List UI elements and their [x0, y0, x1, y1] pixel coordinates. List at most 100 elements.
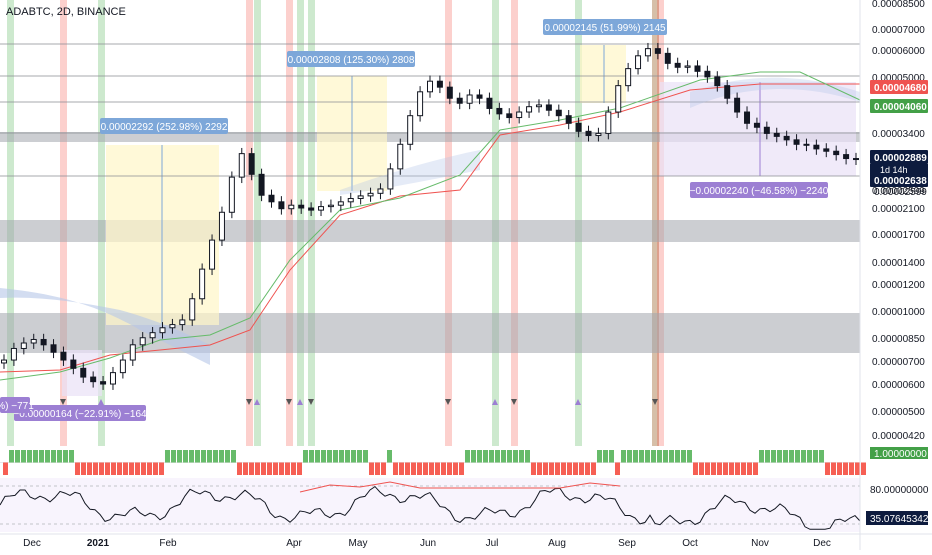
histogram-bar-up	[663, 450, 668, 463]
time-tick-label: Dec	[23, 538, 41, 549]
cloud-early	[0, 288, 210, 365]
price-tag-bg	[870, 80, 928, 94]
histogram-bar-up	[9, 450, 14, 463]
time-tick-label: Jul	[486, 538, 499, 549]
time-tick-label: Oct	[682, 538, 698, 549]
histogram-bar-up	[39, 450, 44, 463]
price-tick-label: 0.00000420	[872, 431, 925, 442]
histogram-bar-up	[357, 450, 362, 463]
histogram-bar-down	[741, 462, 746, 475]
histogram-bar-down	[405, 462, 410, 475]
candle-body	[585, 130, 592, 137]
candle-body	[526, 106, 533, 113]
candle-body	[258, 173, 265, 196]
histogram-bar-down	[747, 462, 752, 475]
candle-body	[347, 197, 354, 203]
price-tag-label: 0.00004060	[874, 102, 927, 113]
histogram-bar-down	[147, 462, 152, 475]
histogram-bar-up	[207, 450, 212, 463]
candle-body	[209, 239, 216, 270]
candle-body	[60, 351, 67, 361]
osc-bg	[0, 478, 860, 532]
candle-body	[50, 344, 57, 353]
measure-label-text: −0.00000164 (−22.91%) −164	[13, 409, 147, 420]
price-tick-label: 0.00001700	[872, 230, 925, 241]
candle-body	[843, 154, 850, 160]
histogram-bar-up	[627, 450, 632, 463]
histogram-bar-down	[753, 462, 758, 475]
histogram-bar-up	[27, 450, 32, 463]
histogram-bar-down	[693, 462, 698, 475]
candle-body	[268, 194, 275, 203]
histogram-bar-up	[813, 450, 818, 463]
histogram-bar-up	[333, 450, 338, 463]
candle-body	[80, 367, 87, 378]
osc-red-line	[299, 481, 621, 493]
candle-body	[179, 319, 186, 326]
histogram-bar-down	[105, 462, 110, 475]
candle-body	[783, 135, 790, 141]
histogram-bar-up	[651, 450, 656, 463]
candle-body	[545, 104, 552, 111]
histogram-bar-up	[171, 450, 176, 463]
histogram-bar-up	[483, 450, 488, 463]
candle-body	[456, 97, 463, 104]
candle-body	[853, 158, 859, 161]
osc-tick-label: 80.00000000	[870, 485, 929, 496]
histogram-bar-down	[249, 462, 254, 475]
candle-body	[476, 94, 483, 99]
histogram-bar-down	[567, 462, 572, 475]
histogram-bar-up	[387, 450, 392, 463]
signal-marker-up	[492, 399, 498, 405]
histogram-bar-up	[645, 450, 650, 463]
candle-body	[724, 85, 731, 99]
candle-body	[635, 55, 642, 70]
histogram-bar-down	[429, 462, 434, 475]
histogram-bar-down	[537, 462, 542, 475]
osc-line	[0, 485, 861, 530]
histogram-bar-up	[801, 450, 806, 463]
candle-body	[288, 204, 295, 210]
histogram-bar-up	[525, 450, 530, 463]
histogram-bar-down	[861, 462, 866, 475]
candle-body	[694, 65, 701, 72]
histogram-bar-down	[291, 462, 296, 475]
measure-label-bg	[690, 182, 828, 198]
candle-body	[753, 122, 760, 128]
candle-body	[40, 338, 47, 346]
histogram-bar-up	[315, 450, 320, 463]
histogram-bar-up	[177, 450, 182, 463]
countdown-bg	[870, 164, 928, 176]
histogram-bar-up	[231, 450, 236, 463]
measure-label-bg	[14, 405, 146, 421]
time-axis: Dec 2021 Feb Apr May Jun Jul Aug Sep Oct Nov Dec	[0, 533, 932, 549]
histogram-bar-down	[93, 462, 98, 475]
histogram-bar-up	[681, 450, 686, 463]
price-tick-label: 0.00001400	[872, 258, 925, 269]
zone-0.00003400	[0, 132, 860, 142]
histogram-bar-down	[453, 462, 458, 475]
histogram-bar-up	[327, 450, 332, 463]
histogram-bar-down	[825, 462, 830, 475]
time-tick-label: Nov	[751, 538, 769, 549]
measure-label-bg	[100, 118, 228, 134]
candle-body	[793, 139, 800, 145]
price-tick-label: 0.00001200	[872, 280, 925, 291]
candle-body	[486, 97, 493, 109]
candle-body	[337, 201, 344, 206]
histogram-bar-down	[237, 462, 242, 475]
histogram-bar-down	[573, 462, 578, 475]
histogram-bar-down	[435, 462, 440, 475]
candle-body	[397, 143, 404, 170]
time-tick-label: Dec	[813, 538, 831, 549]
histogram-bar-down	[111, 462, 116, 475]
histogram-bar-down	[843, 462, 848, 475]
measure-label-text: 0.00002808 (125.30%) 2808	[288, 55, 415, 66]
histogram-bar-down	[159, 462, 164, 475]
price-tick-label: 0.00005000	[872, 73, 925, 84]
histogram-bar-up	[687, 450, 692, 463]
histogram-bar-up	[339, 450, 344, 463]
signal-marker-up	[98, 399, 104, 405]
